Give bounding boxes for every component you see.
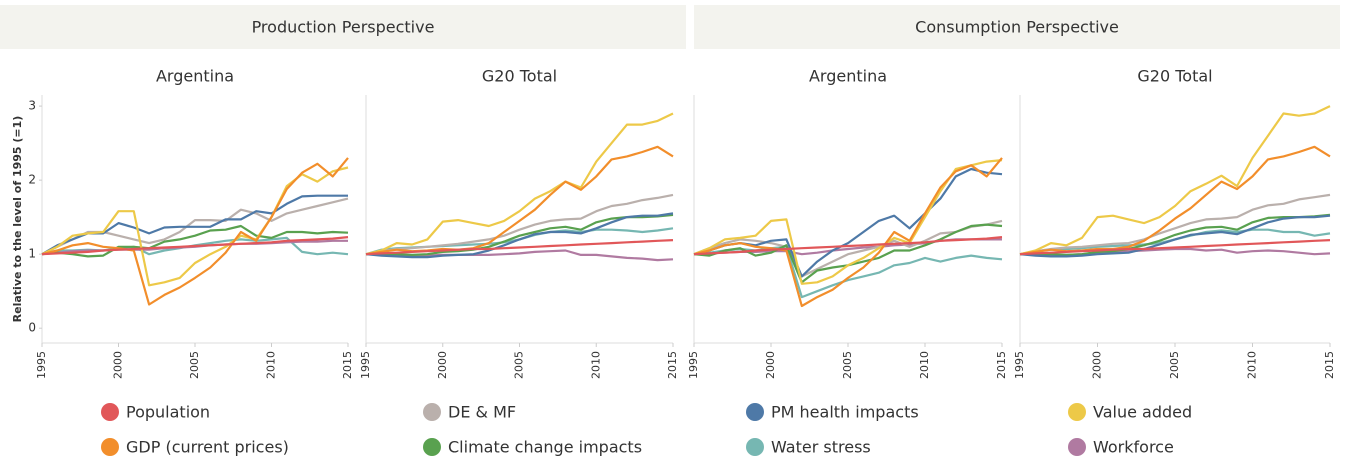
series-line [365,239,674,256]
legend-swatch [101,438,119,456]
series-line [366,213,674,256]
series-line [1020,213,1331,256]
x-tick-label: 2015 [995,351,1008,379]
x-tick-label: 2000 [764,351,777,379]
series-line [41,157,349,306]
series-line [693,219,1003,278]
x-tick-label: 2000 [112,351,125,379]
legend-swatch [746,438,764,456]
x-tick-label: 2010 [918,351,931,379]
panel-title: Argentina [156,67,234,86]
x-tick-label: 2015 [666,351,679,379]
series-line [365,112,674,256]
x-tick-label: 1995 [35,351,48,379]
header-band [0,5,686,49]
series-line [365,145,674,256]
series-line [365,193,674,256]
legend-swatch [423,438,441,456]
header-band [694,5,1340,49]
legend-label: GDP (current prices) [126,438,289,457]
series-line [1019,105,1331,256]
y-axis-label: Relative to the level of 1995 (=1) [11,116,24,323]
series-line [41,224,349,258]
series-line [693,167,1003,278]
legend-swatch [1068,438,1086,456]
x-tick-label: 1995 [1013,351,1026,379]
x-tick-label: 2010 [1246,351,1259,379]
x-tick-label: 1995 [359,351,372,379]
panel-title: G20 Total [482,67,557,86]
x-tick-label: 2010 [589,351,602,379]
x-tick-label: 2005 [1168,351,1181,379]
y-tick-label: 1 [28,247,36,261]
panel-title: G20 Total [1137,67,1212,86]
panel-title: Argentina [809,67,887,86]
legend-label: PM health impacts [771,403,919,422]
legend-swatch [746,403,764,421]
legend-label: Value added [1093,403,1192,422]
x-tick-label: 2015 [341,351,354,379]
series-line [1019,239,1331,256]
series-line [41,236,349,256]
x-tick-label: 2005 [188,351,201,379]
legend-label: Climate change impacts [448,438,642,457]
legend-label: Population [126,403,210,422]
x-tick-label: 2015 [1323,351,1336,379]
x-tick-label: 2005 [513,351,526,379]
perspective-title: Production Perspective [252,18,435,37]
x-tick-label: 2000 [1091,351,1104,379]
x-tick-label: 2000 [436,351,449,379]
series-line [693,159,1003,285]
legend-swatch [423,403,441,421]
legend-swatch [101,403,119,421]
legend-label: Water stress [771,438,871,457]
series-line [1019,145,1331,256]
perspective-title: Consumption Perspective [915,18,1119,37]
x-tick-label: 1995 [687,351,700,379]
legend-label: Workforce [1093,438,1174,457]
y-tick-label: 3 [28,99,36,113]
y-tick-label: 2 [28,173,36,187]
series-line [1019,214,1331,258]
y-tick-label: 0 [28,321,36,335]
series-line [365,212,674,259]
x-tick-label: 2005 [841,351,854,379]
legend-swatch [1068,403,1086,421]
series-line [693,157,1003,308]
series-line [693,236,1003,256]
series-line [1019,193,1331,256]
legend-label: DE & MF [448,403,516,422]
x-tick-label: 2010 [265,351,278,379]
